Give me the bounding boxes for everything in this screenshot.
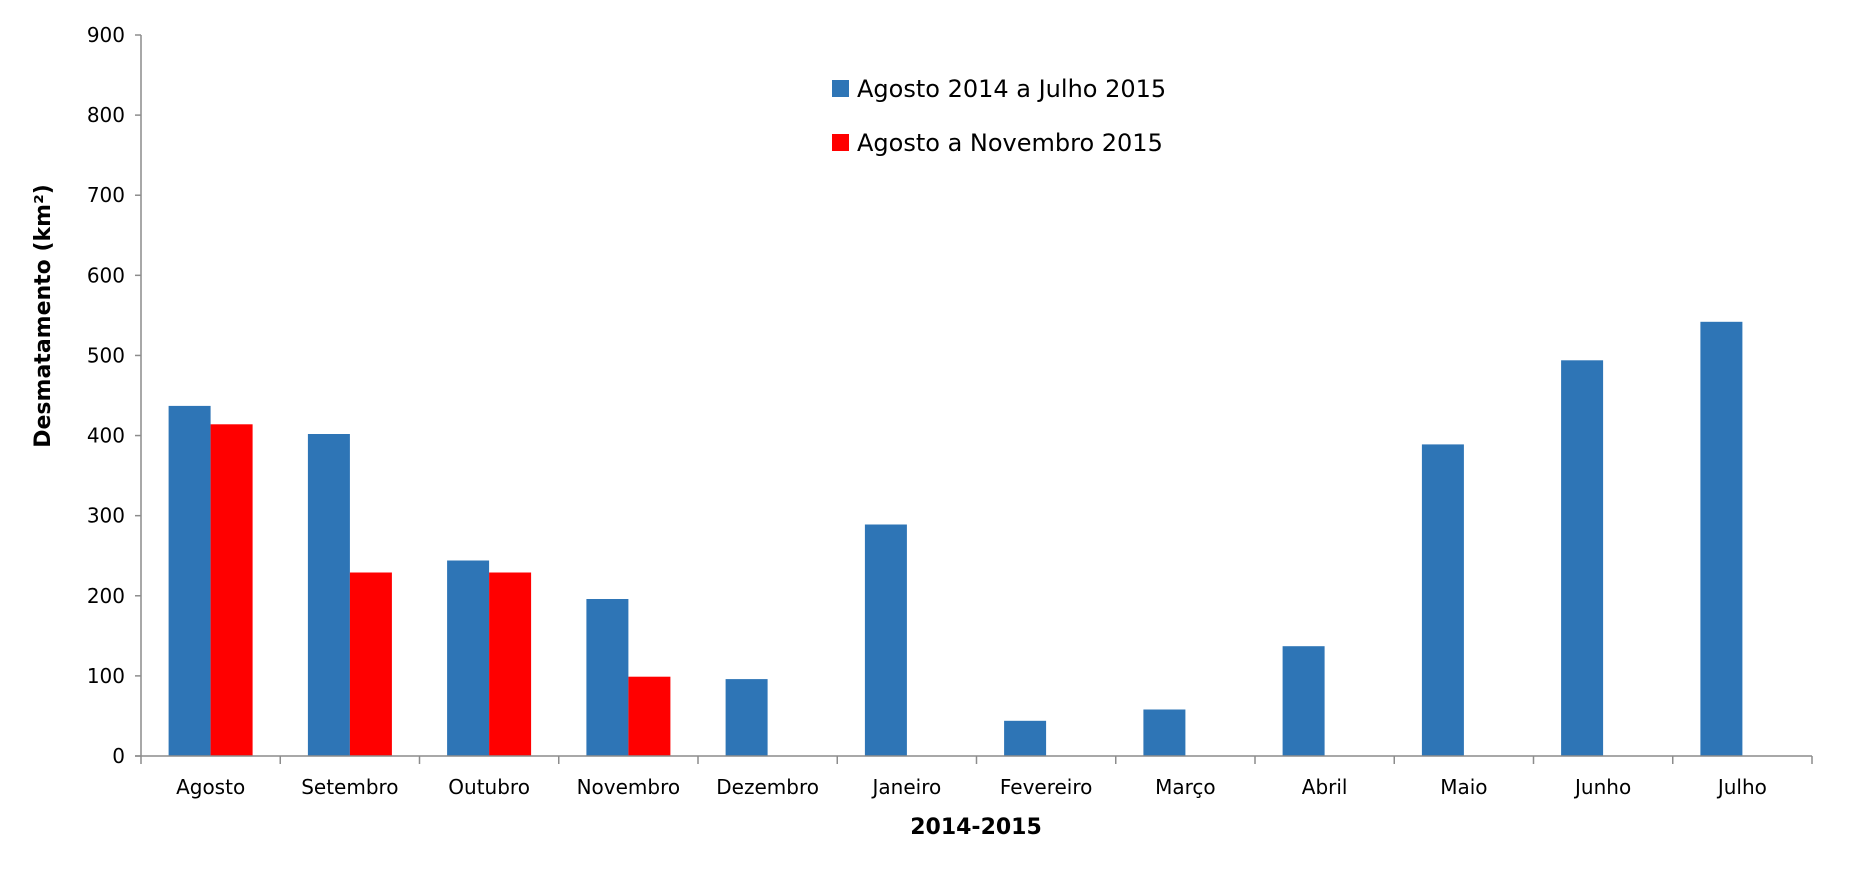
legend: Agosto 2014 a Julho 2015 Agosto a Novembr… [832, 75, 1166, 157]
bars-layer [168, 321, 1743, 756]
y-tick-label: 100 [87, 664, 125, 688]
bar-series1-2 [447, 560, 490, 756]
x-tick-label: Junho [1573, 775, 1631, 799]
x-tick-label: Maio [1440, 775, 1487, 799]
bar-series1-10 [1561, 360, 1604, 756]
bar-series1-7 [1143, 709, 1186, 756]
bar-series1-5 [864, 524, 907, 756]
x-tick-label: Abril [1302, 775, 1348, 799]
x-tick-label: Julho [1716, 775, 1767, 799]
axes-layer [135, 34, 1813, 764]
y-tick-label: 600 [87, 263, 125, 287]
legend-label-1: Agosto 2014 a Julho 2015 [857, 75, 1166, 103]
bar-series2-0 [210, 424, 253, 756]
legend-swatch-2 [832, 134, 849, 151]
y-tick-label: 300 [87, 504, 125, 528]
bar-series1-0 [168, 405, 211, 756]
y-tick-label: 500 [87, 343, 125, 367]
y-tick-label: 900 [87, 23, 125, 47]
y-tick-label: 800 [87, 103, 125, 127]
y-axis-title: Desmatamento (km²) [31, 184, 56, 448]
y-tick-label: 0 [112, 744, 125, 768]
x-axis-title: 2014-2015 [910, 815, 1042, 840]
bar-series2-1 [349, 572, 392, 756]
bar-series1-9 [1421, 444, 1464, 756]
bar-series1-6 [1004, 720, 1047, 756]
x-tick-label: Março [1155, 775, 1216, 799]
bar-series1-4 [725, 679, 768, 756]
labels-layer: 0 100 200 300 400 500 600 700 800 900 Agosto Setemb… [87, 23, 1767, 799]
bar-series1-8 [1282, 646, 1325, 756]
y-tick-label: 700 [87, 183, 125, 207]
x-tick-label: Novembro [577, 775, 681, 799]
x-tick-label: Dezembro [716, 775, 819, 799]
legend-label-2: Agosto a Novembro 2015 [857, 129, 1163, 157]
x-tick-label: Outubro [448, 775, 530, 799]
x-tick-label: Janeiro [871, 775, 942, 799]
bar-series1-1 [307, 434, 350, 756]
x-tick-label: Setembro [301, 775, 398, 799]
x-tick-label: Agosto [176, 775, 245, 799]
bar-series1-11 [1700, 321, 1743, 756]
x-tick-label: Fevereiro [1000, 775, 1093, 799]
legend-swatch-1 [832, 80, 849, 97]
bar-series2-3 [628, 676, 671, 756]
bar-series2-2 [489, 572, 532, 756]
y-tick-label: 400 [87, 424, 125, 448]
bar-series1-3 [586, 599, 629, 756]
y-tick-label: 200 [87, 584, 125, 608]
